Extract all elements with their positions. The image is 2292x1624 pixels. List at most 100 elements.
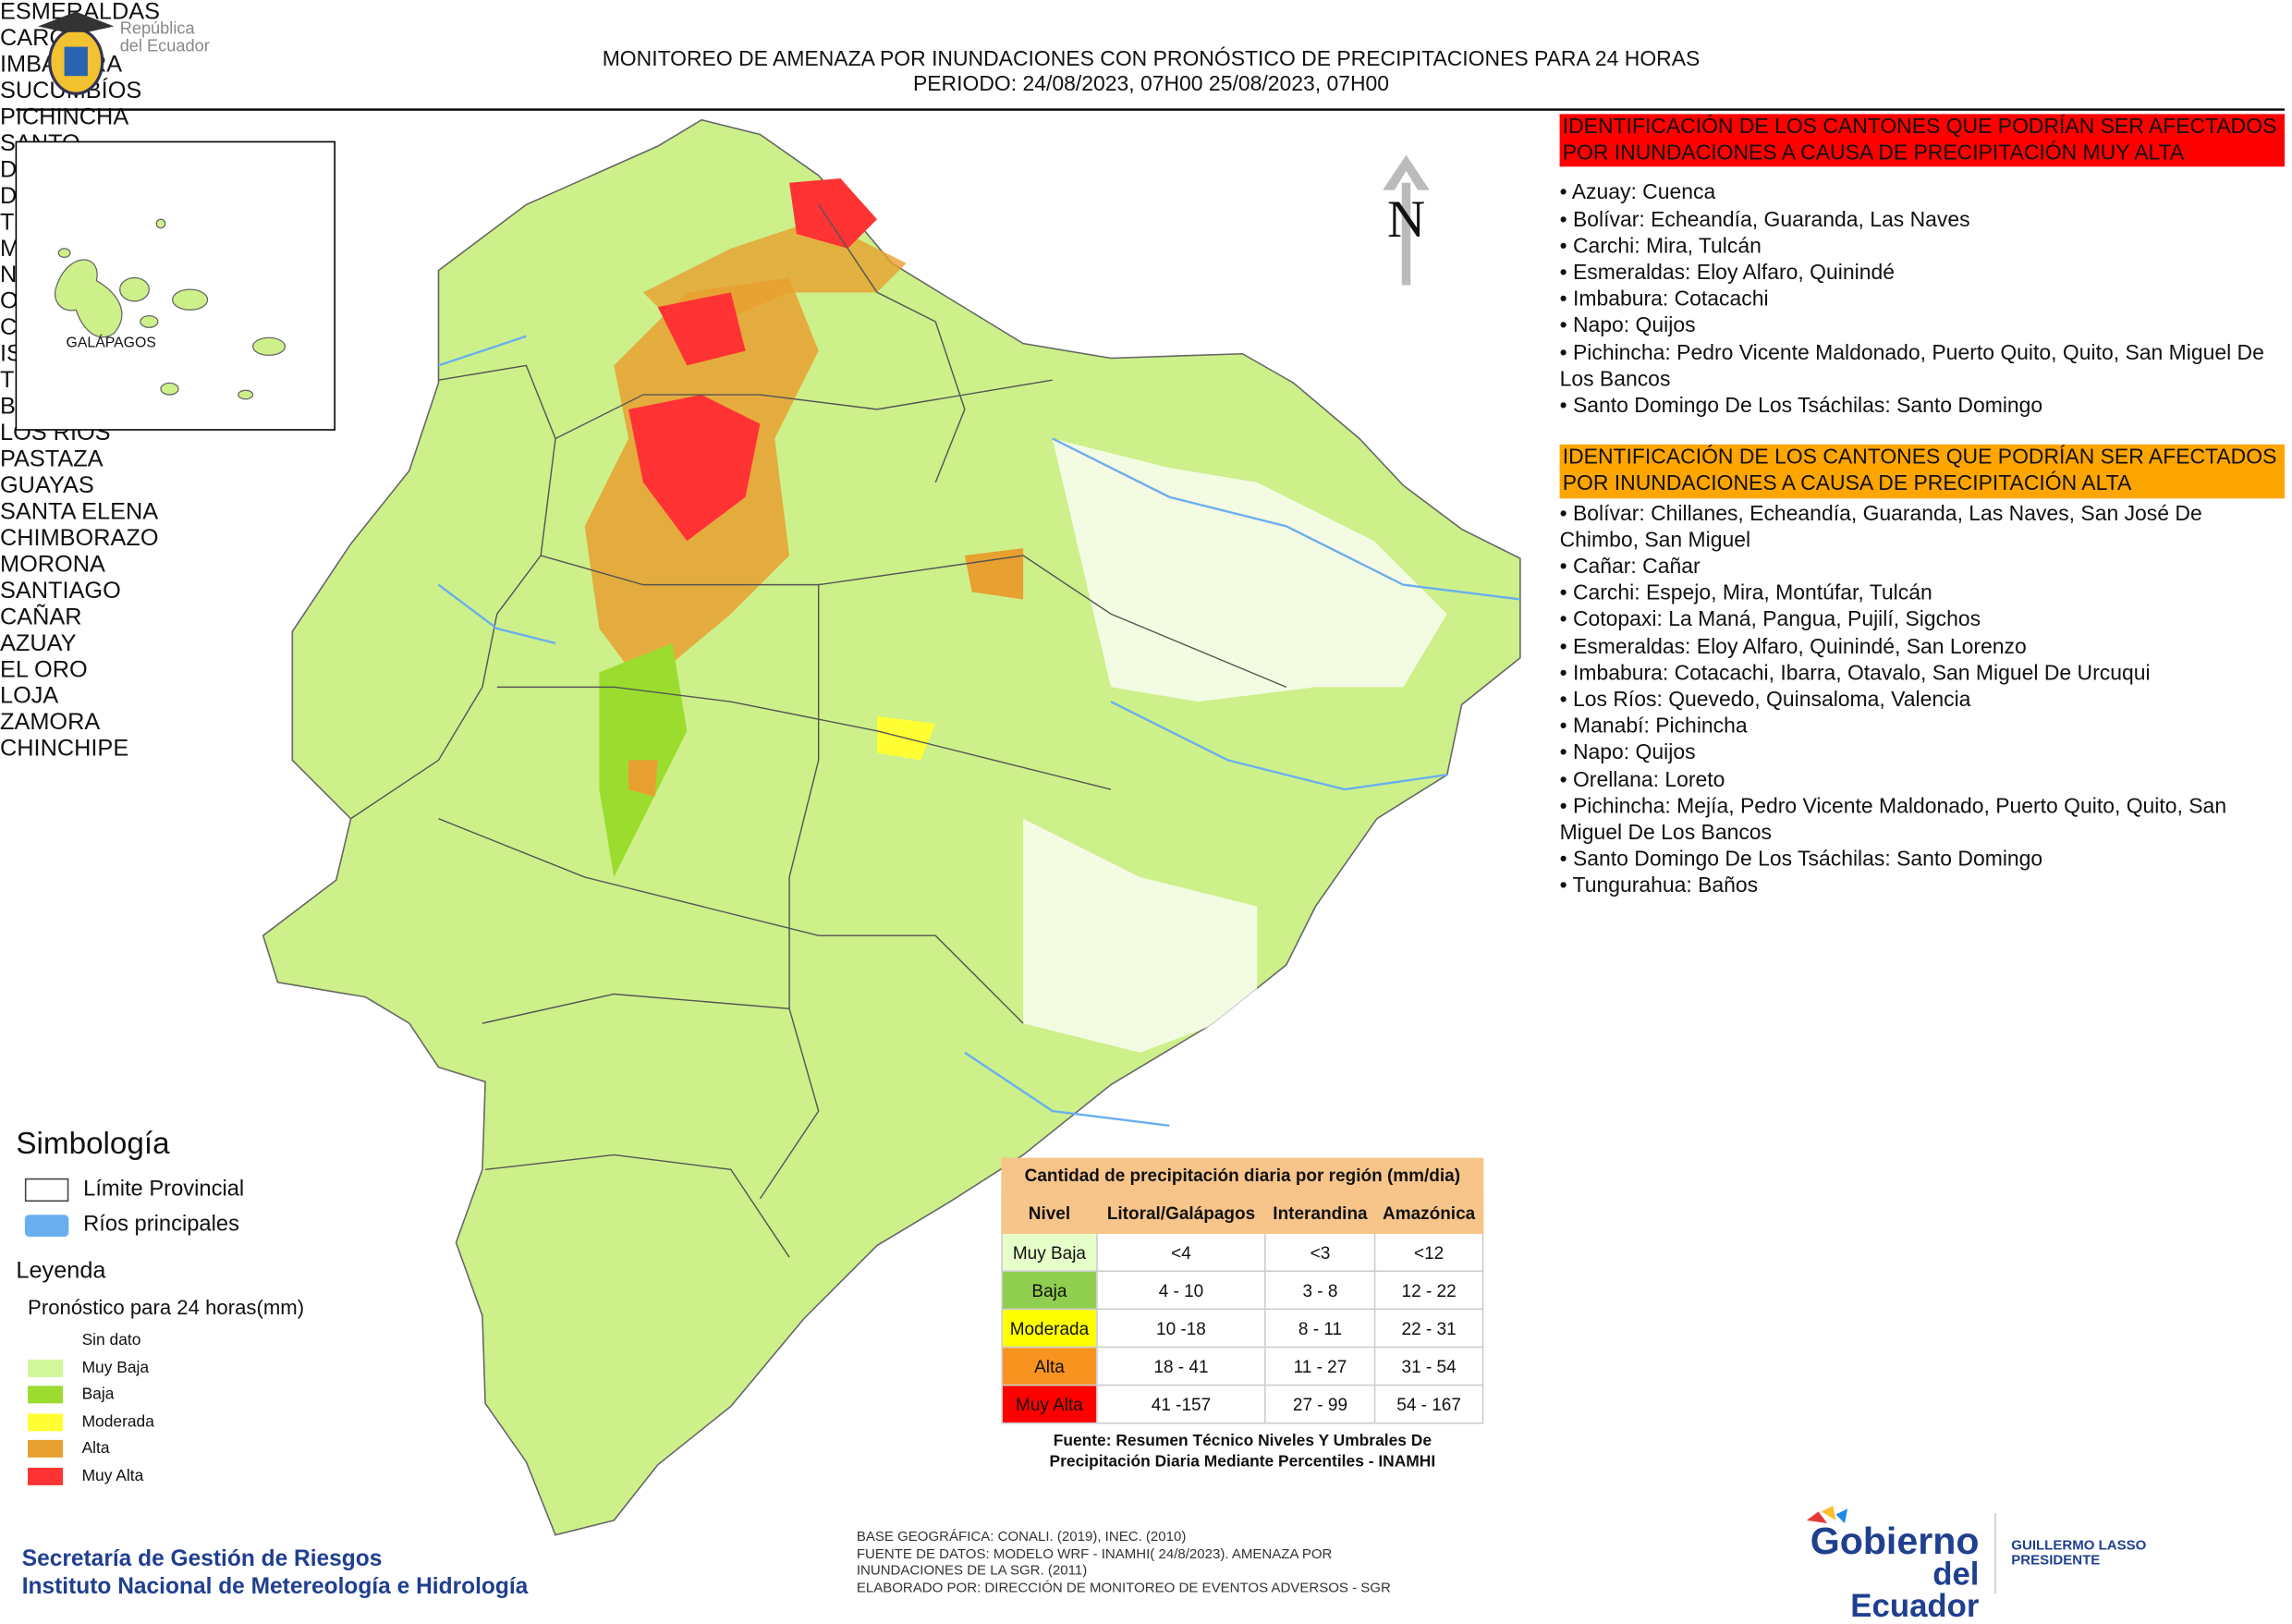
legend-label: Muy Baja — [81, 1359, 150, 1377]
province-label: LOJA — [0, 684, 59, 710]
gov-logo-line: Gobierno — [1810, 1519, 1980, 1563]
province-label: SANTA ELENA — [0, 499, 159, 525]
legend-swatch — [28, 1386, 64, 1404]
galapagos-islands — [54, 218, 286, 400]
north-label: N — [1386, 189, 1426, 249]
list-item: • Azuay: Cuenca — [1559, 181, 1716, 206]
legend-items: Sin dato Muy Baja Baja Moderada Alta Muy Alta — [16, 1327, 304, 1490]
limit-swatch — [24, 1178, 69, 1203]
province-label: MORONA SANTIAGO — [0, 552, 121, 604]
list-item: • Imbabura: Cotacachi — [1559, 287, 1769, 312]
table-row: Baja 4 - 10 3 - 8 12 - 22 — [1001, 1270, 1484, 1311]
list-block: IDENTIFICACIÓN DE LOS CANTONES QUE PODRÍ… — [1559, 445, 2286, 900]
legend-label: Muy Alta — [81, 1467, 144, 1485]
institution: Instituto Nacional de Metereología e Hid… — [21, 1574, 529, 1600]
level-cell: Muy Alta — [1001, 1384, 1098, 1424]
table-row: Muy Baja <4 <3 <12 — [1001, 1232, 1484, 1272]
main-rivers — [437, 335, 1521, 1128]
institution: Secretaría de Gestión de Riesgos — [21, 1546, 383, 1572]
list-item: • Napo: Quijos — [1559, 741, 1696, 765]
legend-item: Moderada — [16, 1409, 304, 1435]
list-item: • Napo: Quijos — [1559, 314, 1696, 339]
level-cell: Alta — [1001, 1346, 1098, 1386]
symbology-label: Límite Provincial — [83, 1177, 245, 1203]
list-heading: IDENTIFICACIÓN DE LOS CANTONES QUE PODRÍ… — [1559, 114, 2286, 167]
value-cell: <4 — [1095, 1232, 1267, 1272]
list-item: • Cañar: Cañar — [1559, 556, 1701, 580]
list-item: • Esmeraldas: Eloy Alfaro, Quinindé — [1559, 262, 1895, 286]
gov-logo-line: del Ecuador — [1850, 1555, 1980, 1624]
value-cell: 41 -157 — [1095, 1384, 1267, 1424]
canton-lists: IDENTIFICACIÓN DE LOS CANTONES QUE PODRÍ… — [1559, 114, 2286, 900]
legend-item: Muy Baja — [16, 1354, 304, 1381]
value-cell: 12 - 22 — [1373, 1270, 1484, 1311]
president: GUILLERMO LASSO PRESIDENTE — [2011, 1539, 2146, 1569]
value-cell: 31 - 54 — [1373, 1346, 1484, 1386]
coat-of-arms — [38, 11, 115, 95]
list-item: • Carchi: Espejo, Mira, Montúfar, Tulcán — [1559, 581, 1932, 606]
level-cell: Baja — [1001, 1270, 1098, 1311]
list-item: • Santo Domingo De Los Tsáchilas: Santo … — [1559, 848, 2043, 873]
symbology-item: Límite Provincial — [16, 1172, 304, 1207]
list-block: IDENTIFICACIÓN DE LOS CANTONES QUE PODRÍ… — [1559, 114, 2286, 420]
table-row: Muy Alta 41 -157 27 - 99 54 - 167 — [1001, 1384, 1484, 1424]
symbology-title: Simbología — [16, 1127, 170, 1161]
inset-label: GALÁPAGOS — [66, 335, 156, 352]
note: BASE GEOGRÁFICA: CONALI. (2019), INEC. (… — [856, 1529, 1187, 1545]
logo-line: República — [119, 20, 195, 39]
legend-subtitle: Pronóstico para 24 horas(mm) — [28, 1295, 305, 1319]
list-item: • Pichincha: Pedro Vicente Maldonado, Pu… — [1559, 341, 2264, 392]
header-cell: Amazónica — [1373, 1192, 1484, 1234]
legend-title: Leyenda — [16, 1258, 106, 1284]
header: MONITOREO DE AMENAZA POR INUNDACIONES CO… — [365, 48, 1936, 98]
list-item: • Esmeraldas: Eloy Alfaro, Quinindé, San… — [1559, 635, 2027, 659]
header-cell: Nivel — [1001, 1192, 1098, 1234]
table-row: Alta 18 - 41 11 - 27 31 - 54 — [1001, 1346, 1484, 1386]
province-label: CAÑAR — [0, 604, 82, 630]
value-cell: 27 - 99 — [1264, 1384, 1376, 1424]
list-item: • Carchi: Mira, Tulcán — [1559, 235, 1762, 259]
value-cell: <3 — [1264, 1232, 1376, 1272]
list-item: • Bolívar: Chillanes, Echeandía, Guarand… — [1559, 502, 2202, 553]
list-item: • Santo Domingo De Los Tsáchilas: Santo … — [1559, 395, 2043, 419]
value-cell: 10 -18 — [1095, 1308, 1267, 1349]
table: Nivel Litoral/Galápagos Interandina Amazóni… — [1001, 1192, 1484, 1424]
notes: BASE GEOGRÁFICA: CONALI. (2019), INEC. (… — [857, 1529, 1412, 1596]
legend-swatch — [28, 1359, 64, 1377]
legend-label: Moderada — [81, 1413, 154, 1431]
ecuador-mainland — [262, 118, 1521, 1536]
value-cell: 3 - 8 — [1264, 1270, 1376, 1311]
list-item: • Imbabura: Cotacachi, Ibarra, Otavalo, … — [1559, 662, 2151, 686]
list-item: • Cotopaxi: La Maná, Pangua, Pujilí, Sig… — [1559, 608, 1981, 632]
list-item: • Tungurahua: Baños — [1559, 874, 1759, 898]
legend-swatch — [28, 1440, 64, 1459]
legend-label: Baja — [81, 1386, 115, 1404]
province-label: GUAYAS — [0, 473, 94, 499]
symbology-label: Ríos principales — [83, 1212, 239, 1238]
value-cell: 18 - 41 — [1095, 1346, 1267, 1386]
province-label: AZUAY — [0, 631, 77, 657]
legend-label: Alta — [81, 1440, 110, 1459]
legend-swatch — [28, 1467, 64, 1485]
value-cell: 4 - 10 — [1095, 1270, 1267, 1311]
north-arrow — [1383, 154, 1430, 286]
value-cell: 54 - 167 — [1373, 1384, 1484, 1424]
list-item: • Pichincha: Mejía, Pedro Vicente Maldon… — [1559, 795, 2227, 846]
threshold-table: Cantidad de precipitación diaria por reg… — [1001, 1158, 1484, 1472]
note: ELABORADO POR: DIRECCIÓN DE MONITOREO DE… — [856, 1579, 1391, 1596]
president-line: GUILLERMO LASSO — [2011, 1537, 2147, 1555]
province-limits — [350, 204, 1287, 1258]
value-cell: <12 — [1373, 1232, 1484, 1272]
value-cell: 8 - 11 — [1264, 1308, 1376, 1349]
legend: Simbología Límite Provincial Ríos princi… — [16, 1126, 304, 1490]
legend-item: Baja — [16, 1382, 304, 1409]
symbology-item: Ríos principales — [16, 1207, 304, 1242]
river-swatch — [24, 1214, 69, 1237]
level-cell: Muy Baja — [1001, 1232, 1098, 1272]
legend-swatch — [28, 1413, 64, 1431]
level-cell: Moderada — [1001, 1308, 1098, 1349]
title: MONITOREO DE AMENAZA POR INUNDACIONES CO… — [602, 48, 1701, 72]
header-cell: Litoral/Galápagos — [1095, 1192, 1267, 1234]
list-item: • Manabí: Pichincha — [1559, 714, 1748, 739]
